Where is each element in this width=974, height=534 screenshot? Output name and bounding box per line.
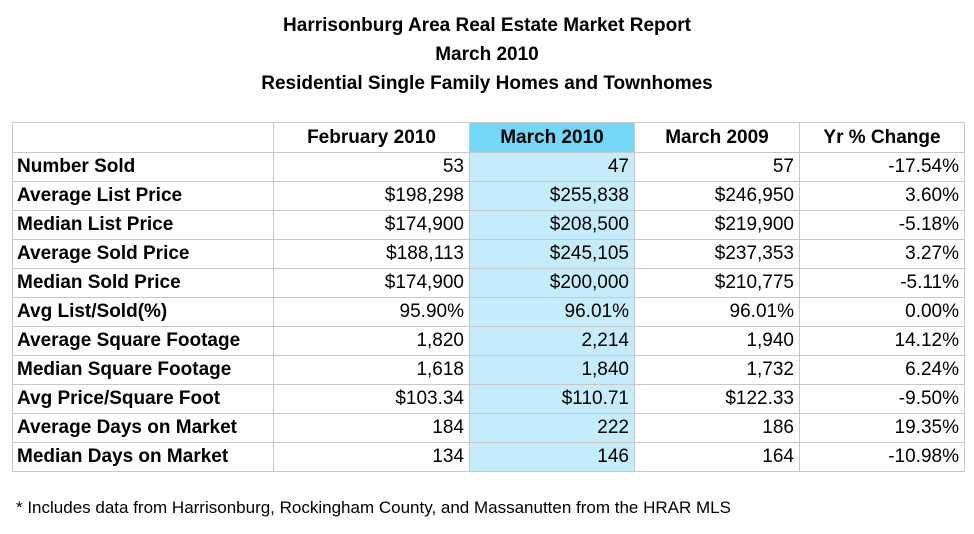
table-cell: 1,840 — [469, 355, 635, 385]
row-label: Avg List/Sold(%) — [12, 297, 274, 327]
table-cell: $208,500 — [469, 210, 635, 240]
table-cell: $246,950 — [634, 181, 800, 211]
table-row: Avg List/Sold(%) 95.90% 96.01% 96.01% 0.00% — [12, 297, 965, 327]
table-row: Average List Price $198,298 $255,838 $246,9… — [12, 181, 965, 211]
table-cell: -5.18% — [799, 210, 965, 240]
table-cell: $174,900 — [273, 268, 470, 298]
table-cell: 14.12% — [799, 326, 965, 356]
table-cell: 222 — [469, 413, 635, 443]
table-cell: $103.34 — [273, 384, 470, 414]
row-label: Median Sold Price — [12, 268, 274, 298]
table-corner-cell — [12, 122, 274, 153]
table-cell: 47 — [469, 152, 635, 182]
table-cell: $219,900 — [634, 210, 800, 240]
table-row: Median Sold Price $174,900 $200,000 $210,77… — [12, 268, 965, 298]
row-label: Average Square Footage — [12, 326, 274, 356]
table-cell: $245,105 — [469, 239, 635, 269]
row-label: Average List Price — [12, 181, 274, 211]
table-cell: 53 — [273, 152, 470, 182]
table-cell: $122.33 — [634, 384, 800, 414]
market-data-table: February 2010 March 2010 March 2009 Yr % Ch… — [12, 122, 965, 472]
table-row: Median Square Footage 1,618 1,840 1,732 6.24… — [12, 355, 965, 385]
table-cell: 57 — [634, 152, 800, 182]
table-cell: $237,353 — [634, 239, 800, 269]
report-title: Harrisonburg Area Real Estate Market Rep… — [283, 15, 691, 36]
table-cell: -5.11% — [799, 268, 965, 298]
table-row: Average Square Footage 1,820 2,214 1,940 14.… — [12, 326, 965, 356]
table-cell: 134 — [273, 442, 470, 472]
row-label: Number Sold — [12, 152, 274, 182]
table-cell: 96.01% — [634, 297, 800, 327]
table-cell: 0.00% — [799, 297, 965, 327]
table-cell: 2,214 — [469, 326, 635, 356]
row-label: Avg Price/Square Foot — [12, 384, 274, 414]
table-row: Average Days on Market 184 222 186 19.35% — [12, 413, 965, 443]
table-cell: 19.35% — [799, 413, 965, 443]
column-header: Yr % Change — [799, 122, 965, 153]
report-scope: Residential Single Family Homes and Town… — [261, 73, 713, 94]
column-header: March 2010 — [469, 122, 635, 153]
table-cell: -9.50% — [799, 384, 965, 414]
table-header-row: February 2010 March 2010 March 2009 Yr % Ch… — [12, 122, 965, 153]
table-cell: -17.54% — [799, 152, 965, 182]
table-cell: $255,838 — [469, 181, 635, 211]
report-title-block: Harrisonburg Area Real Estate Market Rep… — [0, 11, 974, 98]
row-label: Median Days on Market — [12, 442, 274, 472]
table-cell: 146 — [469, 442, 635, 472]
table-cell: $110.71 — [469, 384, 635, 414]
table-cell: 96.01% — [469, 297, 635, 327]
table-cell: $200,000 — [469, 268, 635, 298]
table-cell: 1,618 — [273, 355, 470, 385]
table-row: Median List Price $174,900 $208,500 $219,90… — [12, 210, 965, 240]
row-label: Median List Price — [12, 210, 274, 240]
table-row: Median Days on Market 134 146 164 -10.98% — [12, 442, 965, 472]
table-cell: 3.27% — [799, 239, 965, 269]
table-cell: 1,940 — [634, 326, 800, 356]
table-cell: 3.60% — [799, 181, 965, 211]
row-label: Average Sold Price — [12, 239, 274, 269]
table-row: Number Sold 53 47 57 -17.54% — [12, 152, 965, 182]
table-cell: 184 — [273, 413, 470, 443]
table-cell: $210,775 — [634, 268, 800, 298]
table-cell: 1,732 — [634, 355, 800, 385]
table-cell: $174,900 — [273, 210, 470, 240]
table-row: Avg Price/Square Foot $103.34 $110.71 $122.… — [12, 384, 965, 414]
table-cell: 1,820 — [273, 326, 470, 356]
row-label: Average Days on Market — [12, 413, 274, 443]
footnote: * Includes data from Harrisonburg, Rocki… — [16, 498, 731, 517]
table-body: Number Sold 53 47 57 -17.54% Average List Pri… — [12, 152, 965, 472]
table-cell: $198,298 — [273, 181, 470, 211]
table-cell: $188,113 — [273, 239, 470, 269]
report-date: March 2010 — [435, 44, 539, 65]
table-row: Average Sold Price $188,113 $245,105 $237,3… — [12, 239, 965, 269]
column-header: February 2010 — [273, 122, 470, 153]
table-cell: 95.90% — [273, 297, 470, 327]
column-header: March 2009 — [634, 122, 800, 153]
table-cell: 164 — [634, 442, 800, 472]
table-cell: 6.24% — [799, 355, 965, 385]
table-cell: -10.98% — [799, 442, 965, 472]
row-label: Median Square Footage — [12, 355, 274, 385]
table-cell: 186 — [634, 413, 800, 443]
